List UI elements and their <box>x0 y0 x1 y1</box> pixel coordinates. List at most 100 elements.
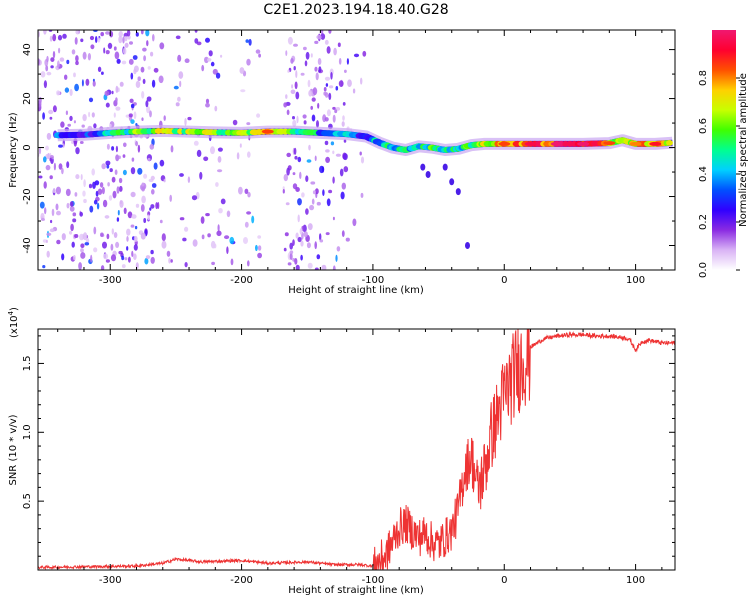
noise-speckle <box>101 163 106 170</box>
noise-speckle <box>80 248 84 253</box>
noise-speckle <box>159 159 165 167</box>
noise-speckle <box>159 219 163 224</box>
noise-speckle <box>191 195 198 201</box>
noise-speckle <box>297 156 302 163</box>
noise-speckle <box>200 216 205 224</box>
noise-speckle <box>135 203 140 208</box>
noise-speckle <box>360 192 364 198</box>
ridge-peak <box>603 141 616 146</box>
noise-speckle <box>149 143 155 150</box>
noise-speckle <box>308 90 313 97</box>
noise-speckle <box>310 53 313 58</box>
noise-speckle <box>338 80 344 87</box>
y-tick-label: 0 <box>22 144 33 150</box>
noise-speckle <box>314 66 318 72</box>
noise-speckle <box>55 203 59 211</box>
noise-speckle <box>49 175 53 180</box>
noise-speckle <box>163 178 166 183</box>
noise-speckle <box>126 246 129 251</box>
noise-speckle <box>332 114 336 123</box>
noise-speckle <box>130 103 135 109</box>
noise-speckle <box>135 123 138 127</box>
noise-speckle <box>175 35 181 40</box>
noise-speckle <box>246 122 251 126</box>
noise-speckle <box>81 79 84 87</box>
noise-speckle <box>359 151 362 156</box>
noise-speckle <box>343 166 349 173</box>
snr-y-label: SNR (10 * v/v) <box>8 414 19 485</box>
noise-speckle <box>109 123 112 128</box>
noise-speckle <box>130 224 135 228</box>
noise-speckle <box>295 232 299 239</box>
noise-speckle <box>207 58 212 62</box>
noise-speckle <box>170 145 174 153</box>
noise-speckle <box>213 243 217 249</box>
noise-speckle <box>330 72 333 80</box>
noise-speckle <box>116 217 120 222</box>
noise-speckle <box>118 155 121 160</box>
noise-speckle <box>128 113 133 118</box>
noise-speckle <box>316 254 321 260</box>
noise-speckle <box>309 204 315 211</box>
noise-speckle <box>66 202 70 209</box>
noise-speckle <box>115 154 120 162</box>
noise-speckle <box>113 232 118 238</box>
noise-speckle <box>285 202 290 206</box>
noise-speckle <box>342 153 348 161</box>
spectrogram-x-tick-labels: -300 -200 -100 0 100 <box>99 275 645 286</box>
noise-speckle <box>150 51 154 57</box>
noise-speckle <box>311 198 315 205</box>
noise-speckle <box>300 240 304 247</box>
noise-speckle <box>92 80 96 87</box>
noise-speckle <box>296 115 299 124</box>
noise-speckle <box>131 157 135 162</box>
noise-speckle <box>352 218 357 227</box>
noise-speckle <box>335 153 341 157</box>
noise-speckle <box>324 117 329 122</box>
noise-speckle <box>96 202 100 210</box>
noise-speckle <box>293 43 298 47</box>
noise-speckle <box>325 156 330 163</box>
noise-speckle <box>63 74 68 80</box>
noise-speckle <box>286 152 292 158</box>
noise-speckle <box>308 144 311 151</box>
noise-speckle <box>101 71 104 75</box>
noise-speckle <box>103 47 106 54</box>
noise-speckle <box>243 237 248 244</box>
noise-speckle <box>311 114 316 122</box>
noise-speckle <box>168 257 172 264</box>
noise-speckle <box>214 105 218 112</box>
noise-speckle <box>100 31 104 37</box>
noise-speckle <box>312 87 318 96</box>
noise-speckle <box>315 72 319 81</box>
colorbar-gradient <box>712 30 736 270</box>
spectrogram-ridge <box>54 124 673 156</box>
noise-speckle <box>207 233 211 238</box>
noise-speckle <box>316 120 319 128</box>
noise-speckle <box>146 40 149 47</box>
noise-speckle <box>205 102 210 108</box>
noise-speckle <box>360 156 365 164</box>
noise-speckle <box>133 235 138 243</box>
noise-speckle <box>255 244 258 252</box>
noise-speckle <box>300 254 303 261</box>
noise-speckle <box>306 159 312 163</box>
noise-speckle <box>150 175 155 181</box>
noise-speckle <box>325 83 329 87</box>
snr-x-tick-labels: -300 -200 -100 0 100 <box>99 575 645 586</box>
noise-speckle <box>352 88 356 94</box>
noise-speckle <box>226 210 231 218</box>
noise-speckle <box>132 55 138 60</box>
x-tick-label: 0 <box>501 575 507 586</box>
snr-panel: -300 -200 -100 0 100 0.5 1.0 1.5 Height of str… <box>7 307 676 596</box>
noise-speckle <box>38 96 42 104</box>
noise-speckle <box>64 87 70 93</box>
noise-speckle <box>72 218 77 223</box>
noise-speckle <box>211 261 216 266</box>
noise-speckle <box>113 112 116 118</box>
noise-speckle <box>50 219 53 224</box>
noise-speckle <box>217 147 223 152</box>
noise-speckle <box>82 190 86 197</box>
noise-speckle <box>325 149 330 153</box>
